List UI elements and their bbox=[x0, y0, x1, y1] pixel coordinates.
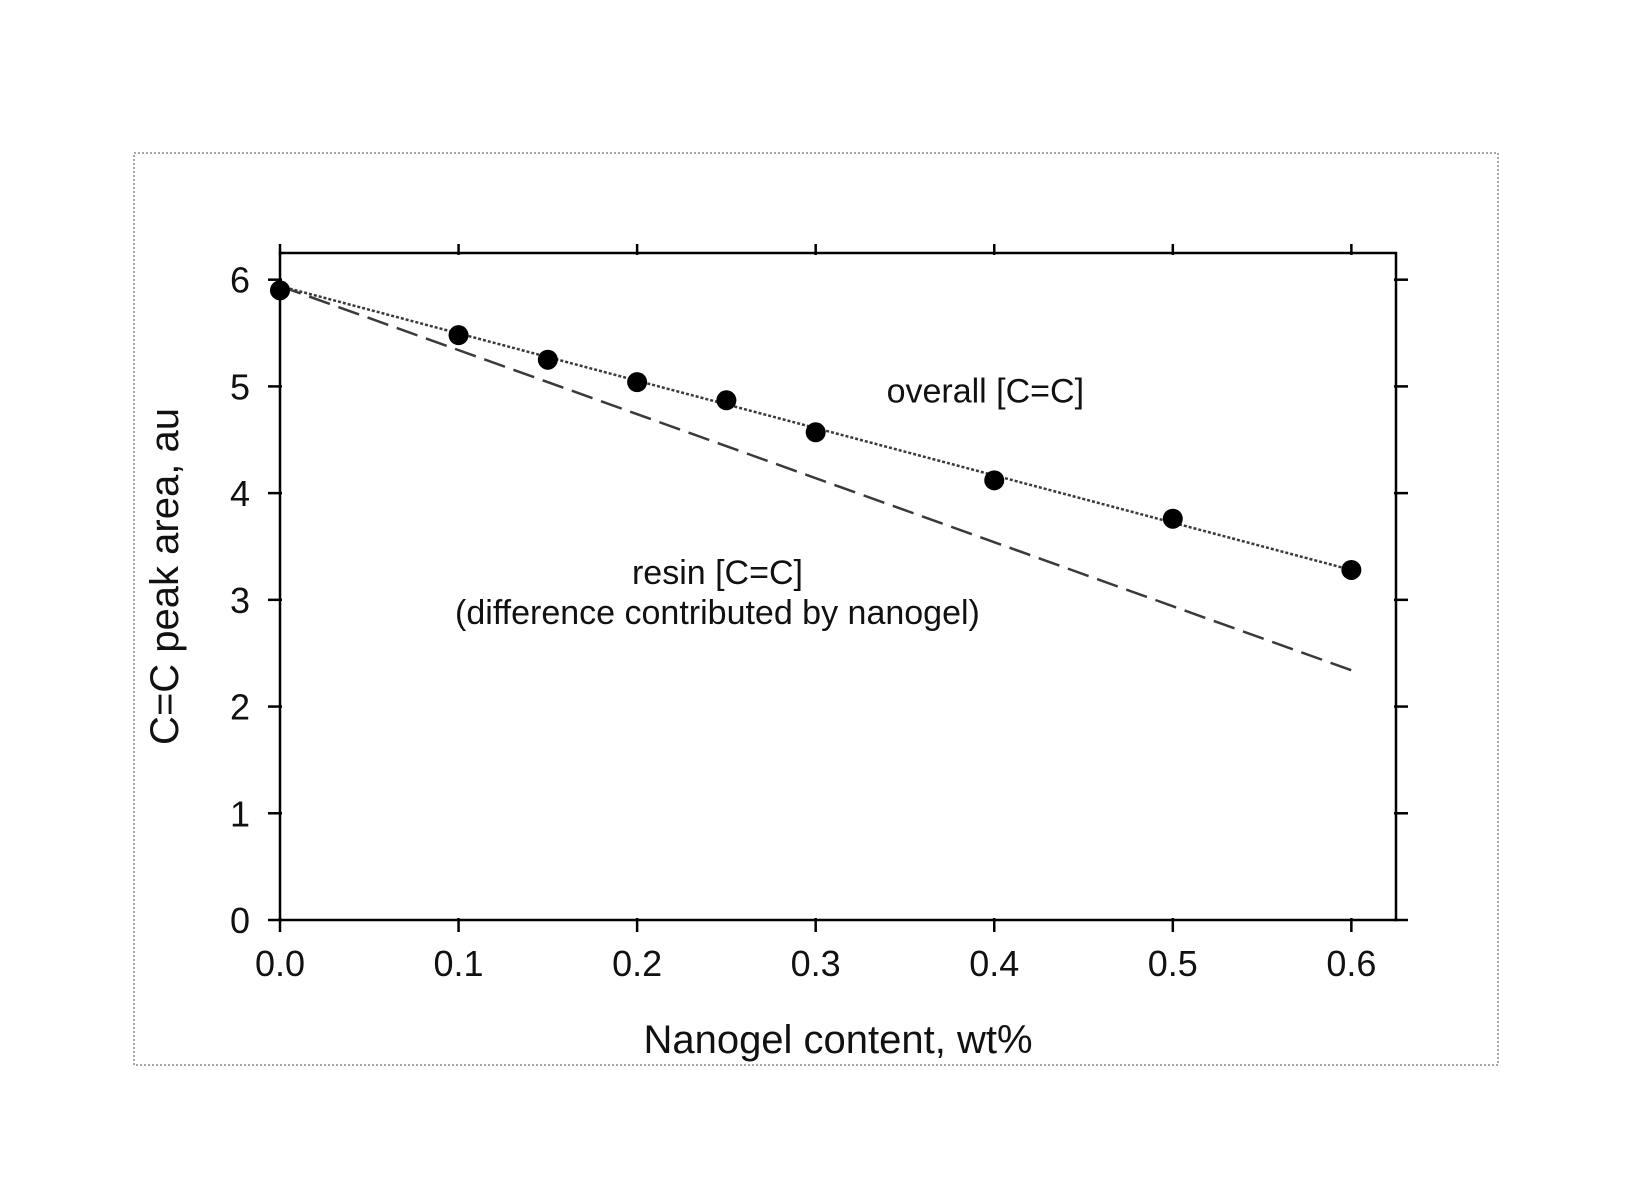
data-point bbox=[627, 372, 647, 392]
x-tick-label: 0.3 bbox=[791, 943, 841, 984]
y-tick-label: 0 bbox=[230, 900, 250, 941]
x-tick-label: 0.4 bbox=[969, 943, 1019, 984]
data-point bbox=[1341, 560, 1361, 580]
x-tick-label: 0.6 bbox=[1326, 943, 1376, 984]
x-tick-label: 0.2 bbox=[612, 943, 662, 984]
resin-annotation: (difference contributed by nanogel) bbox=[455, 594, 980, 632]
y-tick-label: 4 bbox=[230, 473, 250, 514]
plot-border bbox=[280, 253, 1396, 920]
y-tick-label: 5 bbox=[230, 366, 250, 407]
x-tick-label: 0.5 bbox=[1148, 943, 1198, 984]
overall-annotation: overall [C=C] bbox=[887, 372, 1084, 410]
data-point bbox=[270, 280, 290, 300]
x-tick-label: 0.1 bbox=[434, 943, 484, 984]
y-tick-label: 3 bbox=[230, 580, 250, 621]
data-point bbox=[806, 422, 826, 442]
data-point bbox=[716, 390, 736, 410]
data-point bbox=[449, 325, 469, 345]
data-point bbox=[1163, 509, 1183, 529]
y-axis-title: C=C peak area, au bbox=[143, 408, 187, 745]
y-tick-label: 2 bbox=[230, 687, 250, 728]
resin-annotation: resin [C=C] bbox=[632, 554, 803, 592]
x-tick-label: 0.0 bbox=[255, 943, 305, 984]
data-points bbox=[270, 280, 1361, 580]
axes bbox=[268, 244, 1408, 932]
data-point bbox=[538, 350, 558, 370]
y-tick-label: 6 bbox=[230, 260, 250, 301]
x-axis-title: Nanogel content, wt% bbox=[643, 1018, 1032, 1062]
y-tick-label: 1 bbox=[230, 793, 250, 834]
data-point bbox=[984, 470, 1004, 490]
chart-text: 0.0 0.1 0.2 0.3 0.4 0.5 0.6 0 1 2 3 4 5 6 Nanogel cont… bbox=[143, 260, 1376, 1062]
